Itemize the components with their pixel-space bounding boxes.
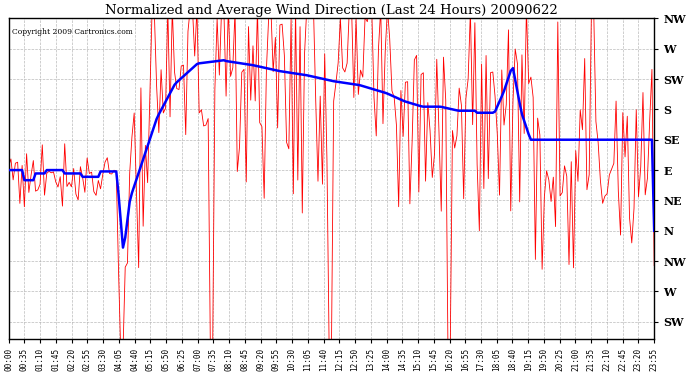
Text: Copyright 2009 Cartronics.com: Copyright 2009 Cartronics.com xyxy=(12,28,132,36)
Title: Normalized and Average Wind Direction (Last 24 Hours) 20090622: Normalized and Average Wind Direction (L… xyxy=(105,4,558,17)
